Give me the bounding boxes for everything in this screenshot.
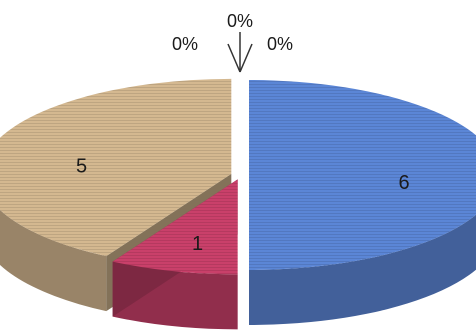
zero-slice-label: 0% [267, 34, 293, 54]
pie-slice-texture [249, 80, 476, 270]
pie-slice-texture [0, 78, 232, 257]
leader-line [239, 43, 253, 73]
zero-slice-label: 0% [172, 34, 198, 54]
pie-labels: 6 1 5 0% 0% 0% [76, 11, 410, 255]
leader-line [227, 43, 241, 73]
pie-slice [249, 80, 476, 325]
zero-slice-label: 0% [227, 11, 253, 31]
pie-slice [112, 179, 238, 330]
pie-slices [0, 78, 476, 330]
pie-slice-side [0, 209, 107, 312]
slice-data-label: 5 [76, 156, 87, 178]
slice-data-label: 1 [192, 233, 203, 255]
slice-data-label: 6 [398, 172, 409, 194]
pie-slice-texture [112, 179, 238, 275]
pie-slice-side [249, 214, 476, 325]
